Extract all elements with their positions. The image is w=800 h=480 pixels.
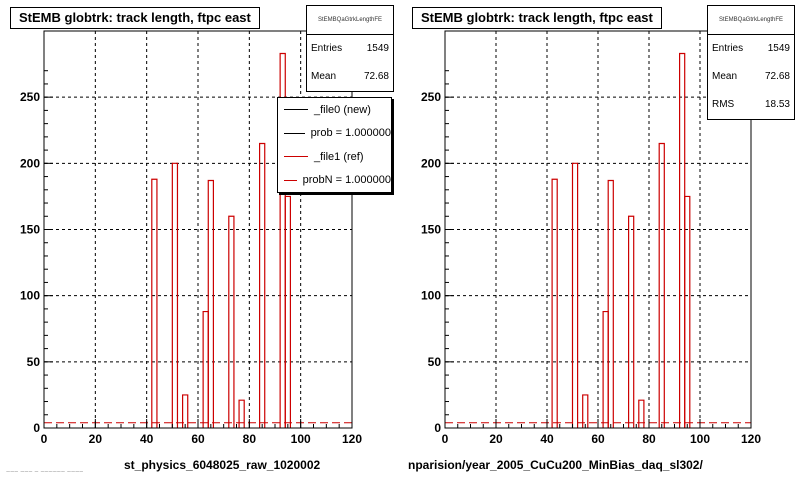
histogram-bar-7 xyxy=(259,142,266,428)
histogram-bar-9 xyxy=(684,195,691,428)
footer-label-left: st_physics_6048025_raw_1020002 xyxy=(124,458,321,472)
legend-line-red xyxy=(284,179,297,181)
x-tick-label-3: 60 xyxy=(191,432,205,446)
histogram-bar-5 xyxy=(628,215,635,428)
legend-label: probN = 1.000000 xyxy=(302,174,391,187)
x-tick-label-1: 20 xyxy=(89,432,103,446)
histogram-bar-6 xyxy=(638,399,645,428)
x-tick-label-4: 80 xyxy=(243,432,257,446)
x-tick-label-3: 60 xyxy=(591,432,605,446)
stats-label: Mean xyxy=(712,71,738,82)
y-tick-label-3: 150 xyxy=(20,223,40,237)
stats-row-rms: RMS 18.53 xyxy=(708,91,794,119)
x-tick-label-4: 80 xyxy=(642,432,656,446)
x-tick-label-1: 20 xyxy=(489,432,503,446)
x-tick-label-5: 100 xyxy=(291,432,311,446)
x-tick-label-2: 40 xyxy=(140,432,154,446)
histogram-bar-1 xyxy=(571,162,579,428)
plot-title-left: StEMB globtrk: track length, ftpc east xyxy=(10,7,260,29)
stats-value: 1549 xyxy=(767,43,790,54)
x-tick-label-5: 100 xyxy=(690,432,710,446)
footer-label-right: nparision/year_2005_CuCu200_MinBias_daq_… xyxy=(408,458,703,472)
legend-entry-prob: prob = 1.000000 xyxy=(278,122,391,146)
stats-label: Mean xyxy=(311,71,337,82)
legend-label: prob = 1.000000 xyxy=(310,127,391,140)
stats-row-mean: Mean 72.68 xyxy=(708,63,794,91)
histogram-bar-3 xyxy=(202,310,209,428)
x-tick-label-2: 40 xyxy=(540,432,554,446)
x-tick-label-0: 0 xyxy=(442,432,449,446)
stats-value: 18.53 xyxy=(764,99,790,110)
y-tick-label-3: 150 xyxy=(421,223,441,237)
legend-box-left: _file0 (new) prob = 1.000000 _file1 (ref… xyxy=(277,97,392,193)
stats-value: 72.68 xyxy=(764,71,790,82)
legend-line-black xyxy=(284,109,308,111)
legend-label: _file1 (ref) xyxy=(314,150,364,163)
stats-value: 1549 xyxy=(366,43,389,54)
y-tick-label-2: 100 xyxy=(20,289,40,303)
y-tick-label-2: 100 xyxy=(421,289,441,303)
histogram-bar-2 xyxy=(182,394,189,428)
y-tick-label-4: 200 xyxy=(421,156,441,170)
histogram-bar-1 xyxy=(171,162,179,428)
stats-label: Entries xyxy=(712,43,744,54)
y-tick-label-5: 250 xyxy=(20,90,40,104)
histogram-bar-3 xyxy=(602,310,609,428)
y-tick-label-1: 50 xyxy=(27,355,41,369)
histogram-plot-left: 0 20 40 60 80 100 120 0 50 100 150 200 250 xyxy=(20,30,362,446)
footer-tiny-left: ~~~ ~~~ ~ ~~~~~~ ~~~~ xyxy=(6,469,84,476)
x-tick-label-6: 120 xyxy=(342,432,362,446)
legend-entry-ref: _file1 (ref) xyxy=(278,145,391,169)
histogram-bar-6 xyxy=(238,399,245,428)
stats-row-entries: Entries 1549 xyxy=(708,35,794,63)
histogram-bar-0 xyxy=(551,178,558,428)
legend-line-black xyxy=(284,132,305,134)
stats-value: 72.68 xyxy=(363,71,389,82)
stats-row-entries: Entries 1549 xyxy=(307,35,393,63)
stats-header: StEMBQaGtrkLengthFE xyxy=(708,6,794,35)
y-tick-label-0: 0 xyxy=(33,421,40,435)
histogram-plot-right: 0 20 40 60 80 100 120 0 50 100 150 200 250 xyxy=(421,30,761,446)
stats-header: StEMBQaGtrkLengthFE xyxy=(307,6,393,35)
stats-box-right: StEMBQaGtrkLengthFE Entries 1549 Mean 72… xyxy=(707,5,795,120)
histogram-bar-2 xyxy=(582,394,589,428)
y-tick-label-5: 250 xyxy=(421,90,441,104)
x-tick-label-6: 120 xyxy=(741,432,761,446)
histogram-bar-4 xyxy=(607,179,614,428)
histogram-bar-4 xyxy=(207,179,214,428)
legend-label: _file0 (new) xyxy=(314,103,371,116)
y-tick-label-0: 0 xyxy=(434,421,441,435)
stats-row-mean: Mean 72.68 xyxy=(307,63,393,91)
y-tick-label-4: 200 xyxy=(20,156,40,170)
legend-line-red xyxy=(284,156,308,158)
x-tick-label-0: 0 xyxy=(41,432,48,446)
stats-box-left: StEMBQaGtrkLengthFE Entries 1549 Mean 72… xyxy=(306,5,394,92)
legend-entry-probn: probN = 1.000000 xyxy=(278,169,391,193)
legend-entry-new: _file0 (new) xyxy=(278,98,391,122)
stats-label: RMS xyxy=(712,99,735,110)
histogram-bar-0 xyxy=(151,178,158,428)
histogram-bar-5 xyxy=(228,215,235,428)
histogram-bar-7 xyxy=(658,142,665,428)
stats-label: Entries xyxy=(311,43,343,54)
plot-title-right: StEMB globtrk: track length, ftpc east xyxy=(412,7,662,29)
histogram-bar-8 xyxy=(679,52,686,428)
histogram-bar-9 xyxy=(284,195,291,428)
y-tick-label-1: 50 xyxy=(428,355,442,369)
